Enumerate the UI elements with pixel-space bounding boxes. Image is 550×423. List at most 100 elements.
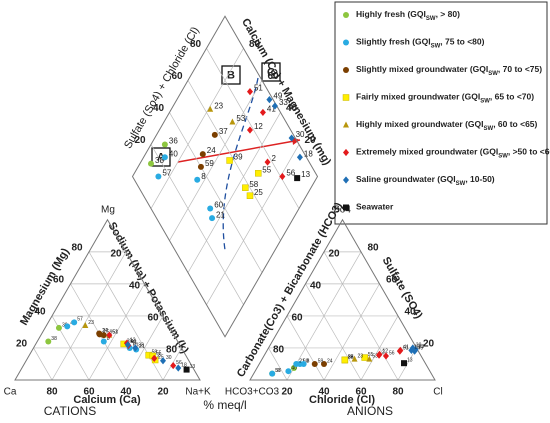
sample-id: 23 [358,354,364,360]
sample-id: 60 [214,201,223,210]
sample-id: 18 [181,362,187,368]
outline [14,218,201,381]
sample-id: 30 [166,355,172,361]
sample-id: 13 [407,358,413,364]
sample-id: 39 [127,338,133,344]
sample-point [311,360,318,367]
sample-point [194,176,201,183]
sample-point [351,355,358,362]
sample-id: 24 [327,358,333,364]
sample-id: 55 [262,165,271,174]
sample-id: 40 [291,366,297,372]
sample-point [161,141,168,148]
sample-point [366,355,373,362]
sample-id: 57 [275,368,281,374]
legend-text-part: , 10-50) [465,174,494,184]
sample-id: 39 [348,354,354,360]
sample-id: 8 [107,336,110,342]
sample-id: 38 [51,336,57,342]
legend-text-part: , >50 to <60) [508,147,550,157]
sample-point [71,319,78,326]
sample-point [96,331,103,338]
grid-line [169,80,263,241]
sample-id: 18 [414,345,420,351]
grid-line [88,283,145,381]
sample-point [321,360,327,367]
legend-text-part: Highly mixed groundwater (GQI [356,119,484,129]
grid-line [360,315,399,381]
sample-point [161,154,168,161]
sample-id: 53 [372,354,378,360]
sample-id: 39 [234,153,243,162]
sample-id: 49 [131,339,137,345]
footer-label: % meq/l [203,398,246,412]
sample-id: 49 [418,345,424,351]
sample-point [199,151,206,158]
sample-id: 23 [88,320,94,326]
legend-text-part: Slightly fresh (GQI [356,37,431,47]
sample-id: 37 [348,354,354,360]
sample-point [246,87,253,96]
sample-point [64,323,71,330]
sample-id: 51 [112,329,118,335]
tick-label: 60 [291,313,303,324]
sample-id: 40 [169,149,178,158]
sample-id: 21 [299,358,305,364]
sample-point [151,354,158,362]
legend-text-part: Highly fresh (GQI [356,9,426,19]
grid-line [206,48,300,209]
sample-id: 56 [286,169,295,178]
sample-id: 2 [272,154,277,163]
boundary-line [222,77,259,251]
sample-point [269,370,276,377]
sample-id: 53 [236,114,245,123]
sample-id: 49 [273,92,282,101]
footer-label: CATIONS [44,404,96,418]
arrow-head [292,137,300,145]
outline [249,218,436,381]
sample-point [246,126,253,134]
sample-id: 60 [303,358,309,364]
sample-id: 2 [157,353,160,359]
tick-label: 60 [355,387,367,398]
sample-id: 30 [416,342,422,348]
tick-label: 60 [171,71,183,82]
sample-id: 13 [190,364,196,370]
sample-id: 38 [155,156,164,165]
sample-point [55,324,62,331]
sample-id: 12 [130,337,136,343]
sample-id: 8 [201,172,206,181]
sample-id: 51 [254,84,263,93]
sample-id: 41 [403,345,409,351]
sample-point [300,360,307,367]
sample-id: 57 [162,169,171,178]
sample-point [246,192,254,199]
sample-point [160,357,166,365]
sample-id: 2 [382,349,385,355]
sample-point [183,366,190,373]
sample-id: 57 [77,317,83,323]
sample-point [106,331,113,339]
grid-line [397,347,417,381]
sample-id: 24 [207,146,216,155]
sample-point [255,170,262,177]
sample-id: 37 [103,329,109,335]
sample-point [209,215,216,222]
sample-id: 33 [279,98,288,107]
tick-label: 60 [386,275,398,286]
grid-line [286,315,325,381]
sample-id: 25 [158,354,164,360]
sample-point [271,102,278,110]
sample-id: 59 [205,159,214,168]
tick-label: 80 [392,387,404,398]
sample-point [45,338,52,345]
sample-id: 33 [138,342,144,348]
legend-marker [342,94,350,101]
legend-text-part: Saline groundwater (GQI [356,174,456,184]
tick-label: 80 [166,345,178,356]
tick-label: 40 [129,281,141,292]
sample-id: 58 [152,349,158,355]
legend-text-part: , > 80) [436,9,461,19]
sample-id: 23 [214,101,223,110]
legend-text-part: , 60 to <65) [493,119,537,129]
